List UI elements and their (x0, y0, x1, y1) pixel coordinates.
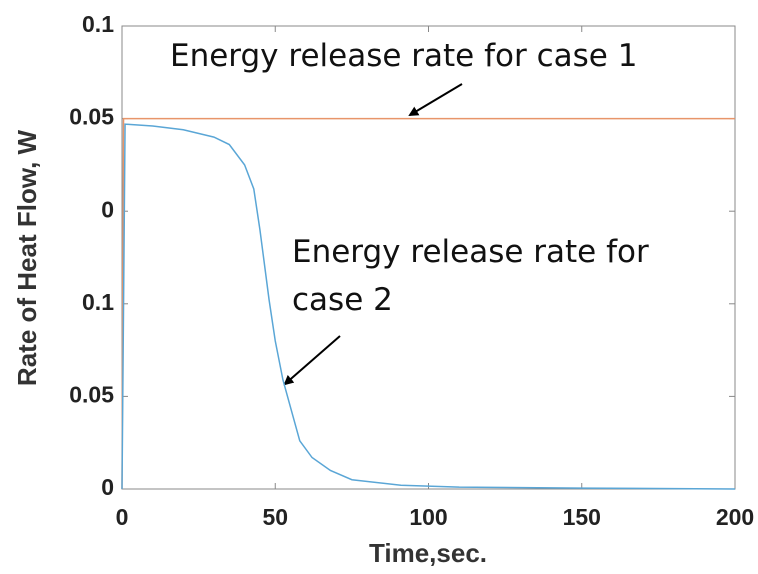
x-axis-label: Time,sec. (369, 538, 487, 568)
x-tick-label: 200 (716, 504, 754, 530)
annotation: Energy release rate for (292, 234, 649, 270)
x-tick-label: 100 (409, 504, 447, 530)
y-tick-label: 0.05 (69, 381, 114, 407)
annotation: case 2 (292, 282, 393, 318)
line (121, 117, 735, 490)
y-tick-label: 0.1 (82, 289, 114, 315)
annotation: Energy release rate for case 1 (170, 38, 637, 74)
line (121, 123, 736, 490)
x-tick-label: 150 (563, 504, 601, 530)
y-tick-label: 0 (101, 196, 114, 222)
arrow (408, 83, 463, 117)
x-tick-label: 50 (262, 504, 288, 530)
y-tick-label: 0.05 (69, 104, 114, 130)
x-tick-label: 0 (116, 504, 129, 530)
y-tick-label: 0 (101, 474, 114, 500)
arrow (283, 335, 341, 386)
y-tick-label: 0.1 (82, 11, 114, 37)
y-axis-label: Rate of Heat Flow, W (12, 129, 42, 386)
